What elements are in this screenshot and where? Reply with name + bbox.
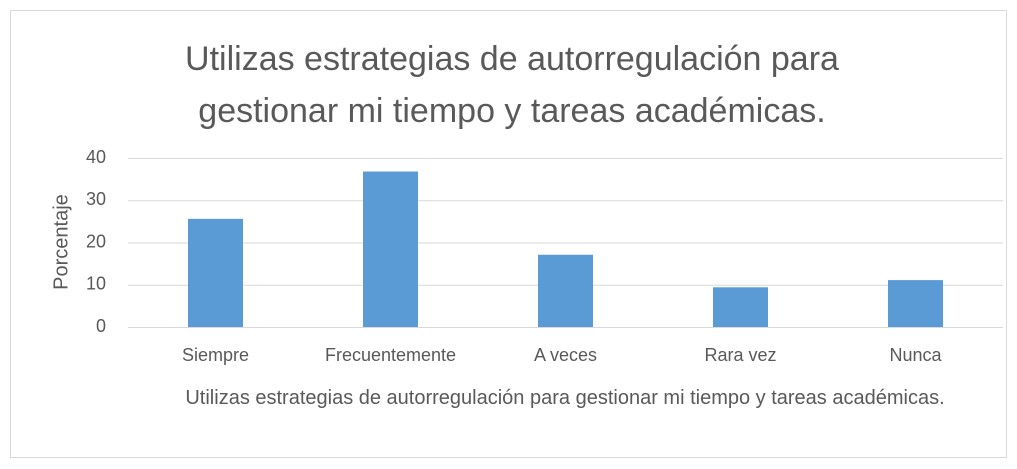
bar [713,287,768,327]
chart-title: Utilizas estrategias de autorregulación … [185,40,839,130]
bar [188,218,243,327]
chart-border [10,10,1007,458]
y-tick-label: 30 [86,189,106,209]
bar [363,171,418,327]
x-tick-label: Frecuentemente [325,345,456,365]
x-tick-label: A veces [534,345,597,365]
bar [888,280,943,327]
y-axis-label: Porcentaje [50,194,72,290]
y-tick-label: 0 [96,316,106,336]
x-tick-label: Rara vez [704,345,776,365]
y-tick-label: 40 [86,147,106,167]
x-axis-label: Utilizas estrategias de autorregulación … [185,387,945,409]
y-tick-label: 10 [86,274,106,294]
x-tick-label: Nunca [889,345,942,365]
x-tick-label: Siempre [182,345,249,365]
bar [538,254,593,327]
y-tick-label: 20 [86,231,106,251]
